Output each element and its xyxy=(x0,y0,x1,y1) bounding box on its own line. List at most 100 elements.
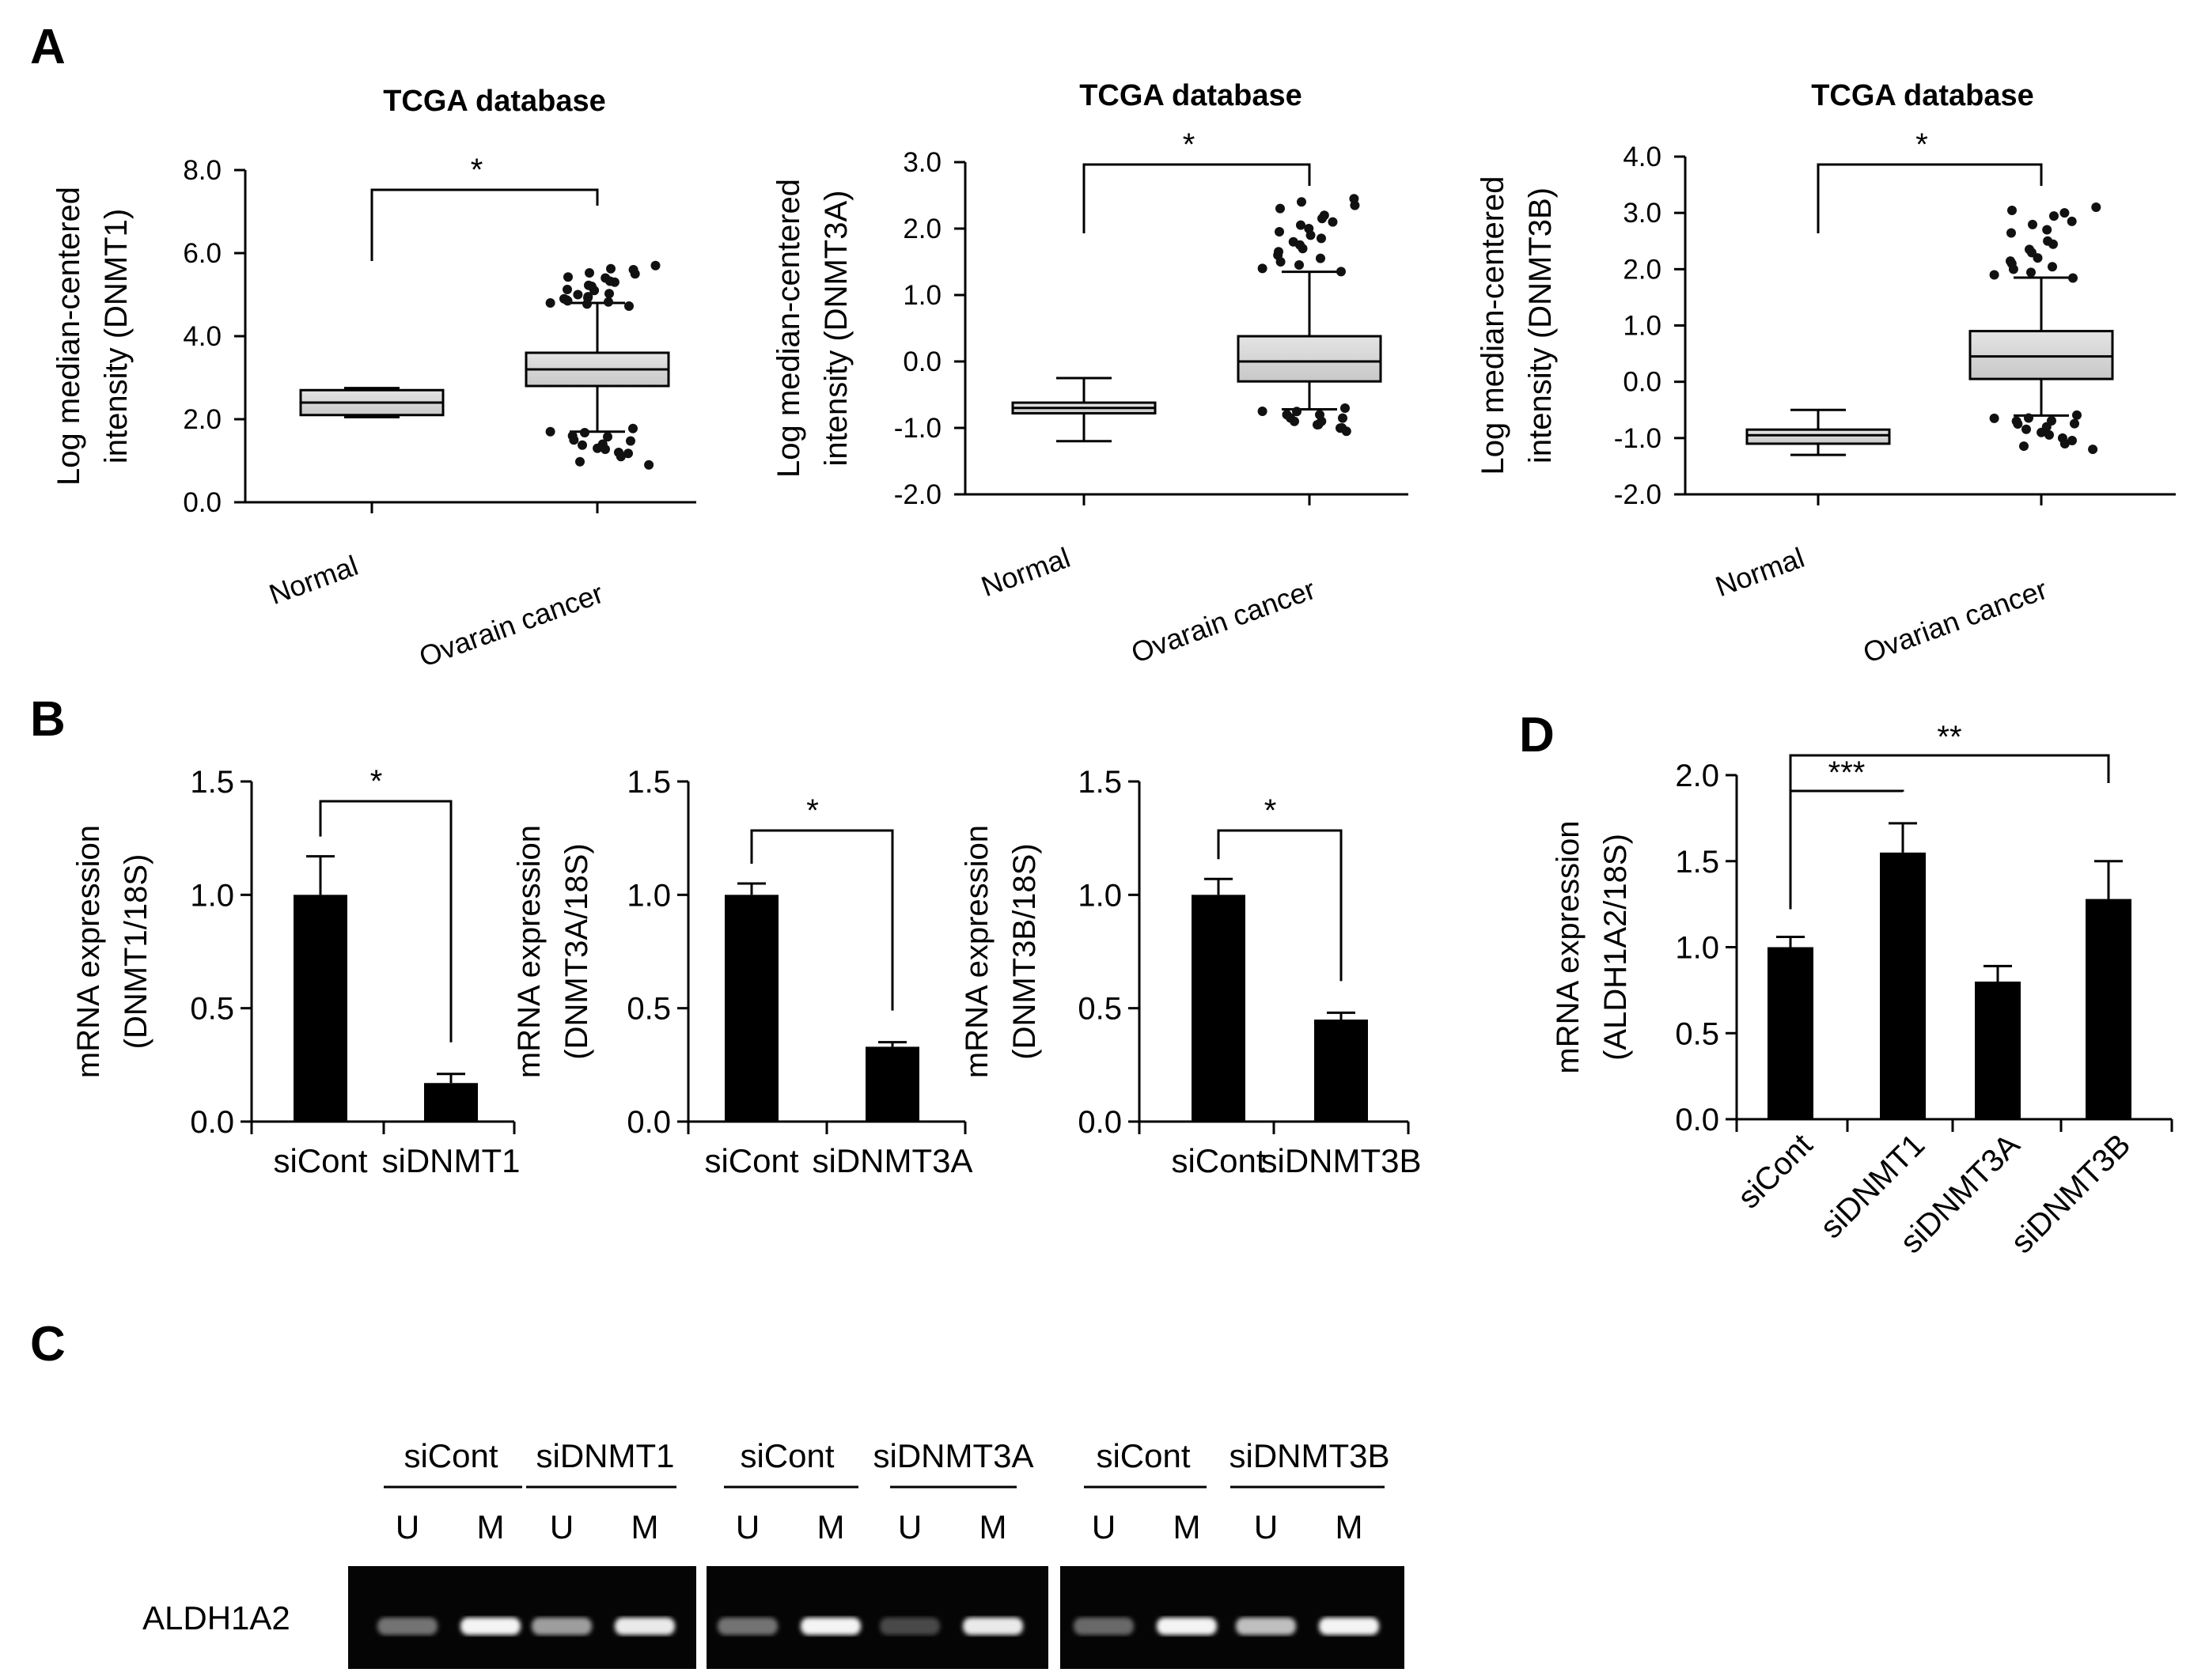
gel-group-label: siDNMT1 xyxy=(536,1437,675,1474)
outlier-point xyxy=(545,298,555,308)
gel-band xyxy=(532,1618,592,1635)
gel-group-label: siCont xyxy=(740,1437,834,1474)
y-tick-label: 2.0 xyxy=(903,214,942,244)
y-tick-label: 1.0 xyxy=(903,280,942,311)
outlier-point xyxy=(1295,240,1305,250)
bar xyxy=(1880,852,1926,1119)
significance-label: * xyxy=(1915,127,1928,162)
outlier-point xyxy=(593,443,603,453)
y-tick-label: 2.0 xyxy=(1623,254,1661,285)
outlier-point xyxy=(1275,227,1284,236)
panel-label-b: B xyxy=(30,692,66,747)
outlier-point xyxy=(606,263,616,274)
outlier-point xyxy=(2059,438,2070,448)
chart-dnmt1-bar: mRNA expression (DNMT1/18S) 0.0 0.5 1.0 1.5 si… xyxy=(71,764,521,1179)
x-category-label: siCont xyxy=(1171,1142,1265,1179)
outlier-point xyxy=(562,295,571,305)
significance-label: *** xyxy=(1828,755,1866,790)
gel-band xyxy=(377,1618,438,1635)
bar xyxy=(294,895,347,1122)
outlier-point xyxy=(2091,202,2101,213)
y-axis-label: (ALDH1A2/18S) xyxy=(1598,834,1633,1061)
bar xyxy=(1314,1020,1368,1122)
outlier-point xyxy=(644,460,654,470)
gel-lane-label: U xyxy=(396,1508,419,1546)
y-tick-label: 3.0 xyxy=(903,147,942,178)
outlier-point xyxy=(605,276,615,286)
y-tick-label: 0.0 xyxy=(903,346,942,377)
outlier-point xyxy=(585,268,594,278)
chart-title: TCGA database xyxy=(1811,79,2034,112)
outlier-point xyxy=(1294,260,1304,270)
gel-lane-label: U xyxy=(1254,1508,1278,1546)
x-category-label: siDNMT3B xyxy=(2005,1127,2138,1260)
outlier-point xyxy=(604,297,613,307)
significance-label: * xyxy=(471,153,483,187)
chart-dnmt3b-bar: mRNA expression (DNMT3B/18S) 0.0 0.5 1.0 1.5 s… xyxy=(960,765,1422,1179)
outlier-point xyxy=(1328,217,1338,227)
outlier-point xyxy=(2037,427,2047,437)
outlier-point xyxy=(628,423,638,433)
gel-lane-label: M xyxy=(1336,1508,1363,1546)
gel-group-label: siCont xyxy=(404,1437,498,1474)
outlier-point xyxy=(2088,445,2098,455)
outlier-point xyxy=(1317,233,1326,244)
significance-bracket xyxy=(1082,163,1311,233)
outlier-point xyxy=(2027,248,2037,258)
gel-lane-label: U xyxy=(736,1508,760,1546)
outlier-point xyxy=(545,426,555,437)
gel-lane-label: M xyxy=(817,1508,845,1546)
gel-band xyxy=(801,1618,861,1635)
outlier-point xyxy=(1313,420,1322,429)
y-tick-label: 0.0 xyxy=(1675,1103,1719,1137)
y-axis-label: intensity (DNMT3A) xyxy=(819,191,854,467)
y-axis-label: Log median-centered xyxy=(51,187,86,486)
x-category-label: siCont xyxy=(704,1142,798,1179)
significance-label: * xyxy=(1264,793,1277,828)
outlier-point xyxy=(2019,441,2029,452)
outlier-point xyxy=(1257,263,1267,274)
x-category-label: Ovarian cancer xyxy=(1858,573,2051,669)
significance-label: ** xyxy=(1937,720,1961,755)
outlier-point xyxy=(2049,211,2059,221)
outlier-point xyxy=(1336,267,1346,277)
gel-lane-label: U xyxy=(898,1508,922,1546)
y-axis-label: (DNMT3A/18S) xyxy=(559,843,594,1059)
y-axis-label: Log median-centered xyxy=(1476,176,1510,475)
outlier-point xyxy=(1297,197,1306,207)
outlier-point xyxy=(2048,239,2058,249)
bar xyxy=(866,1046,919,1122)
x-category-label: siDNMT3B xyxy=(1260,1142,1421,1179)
outlier-point xyxy=(2007,206,2017,216)
x-category-label: Normal xyxy=(977,541,1074,603)
y-axis-label: mRNA expression xyxy=(512,825,547,1078)
outlier-point xyxy=(1336,423,1345,433)
gel-lane-label: M xyxy=(631,1508,659,1546)
significance-bracket xyxy=(1789,754,2110,910)
chart-dnmt1-box: TCGA database Log median-centered intensit… xyxy=(51,85,696,673)
significance-bracket xyxy=(370,188,599,261)
y-tick-label: 1.0 xyxy=(190,878,234,913)
chart-dnmt3a-box: TCGA database Log median-centered intensit… xyxy=(771,79,1408,669)
y-tick-label: 0.5 xyxy=(190,992,234,1027)
outlier-point xyxy=(2026,267,2036,278)
x-category-label: Ovarain cancer xyxy=(1127,573,1319,669)
outlier-point xyxy=(628,265,638,274)
outlier-point xyxy=(1317,214,1327,224)
gel-band xyxy=(1236,1618,1296,1635)
outlier-point xyxy=(2072,410,2082,420)
outlier-point xyxy=(2070,418,2079,429)
y-axis-label: mRNA expression xyxy=(71,825,106,1078)
outlier-point xyxy=(2067,216,2077,226)
y-tick-label: 1.0 xyxy=(1675,931,1719,966)
outlier-point xyxy=(624,301,634,311)
gel-band xyxy=(718,1618,778,1635)
outlier-point xyxy=(603,432,612,442)
outlier-point xyxy=(1316,253,1325,263)
gel-group-label: siCont xyxy=(1096,1437,1190,1474)
y-tick-label: -2.0 xyxy=(1614,479,1661,510)
outlier-point xyxy=(1989,413,1999,423)
chart-title: TCGA database xyxy=(383,85,606,118)
panel-label-a: A xyxy=(30,20,66,74)
